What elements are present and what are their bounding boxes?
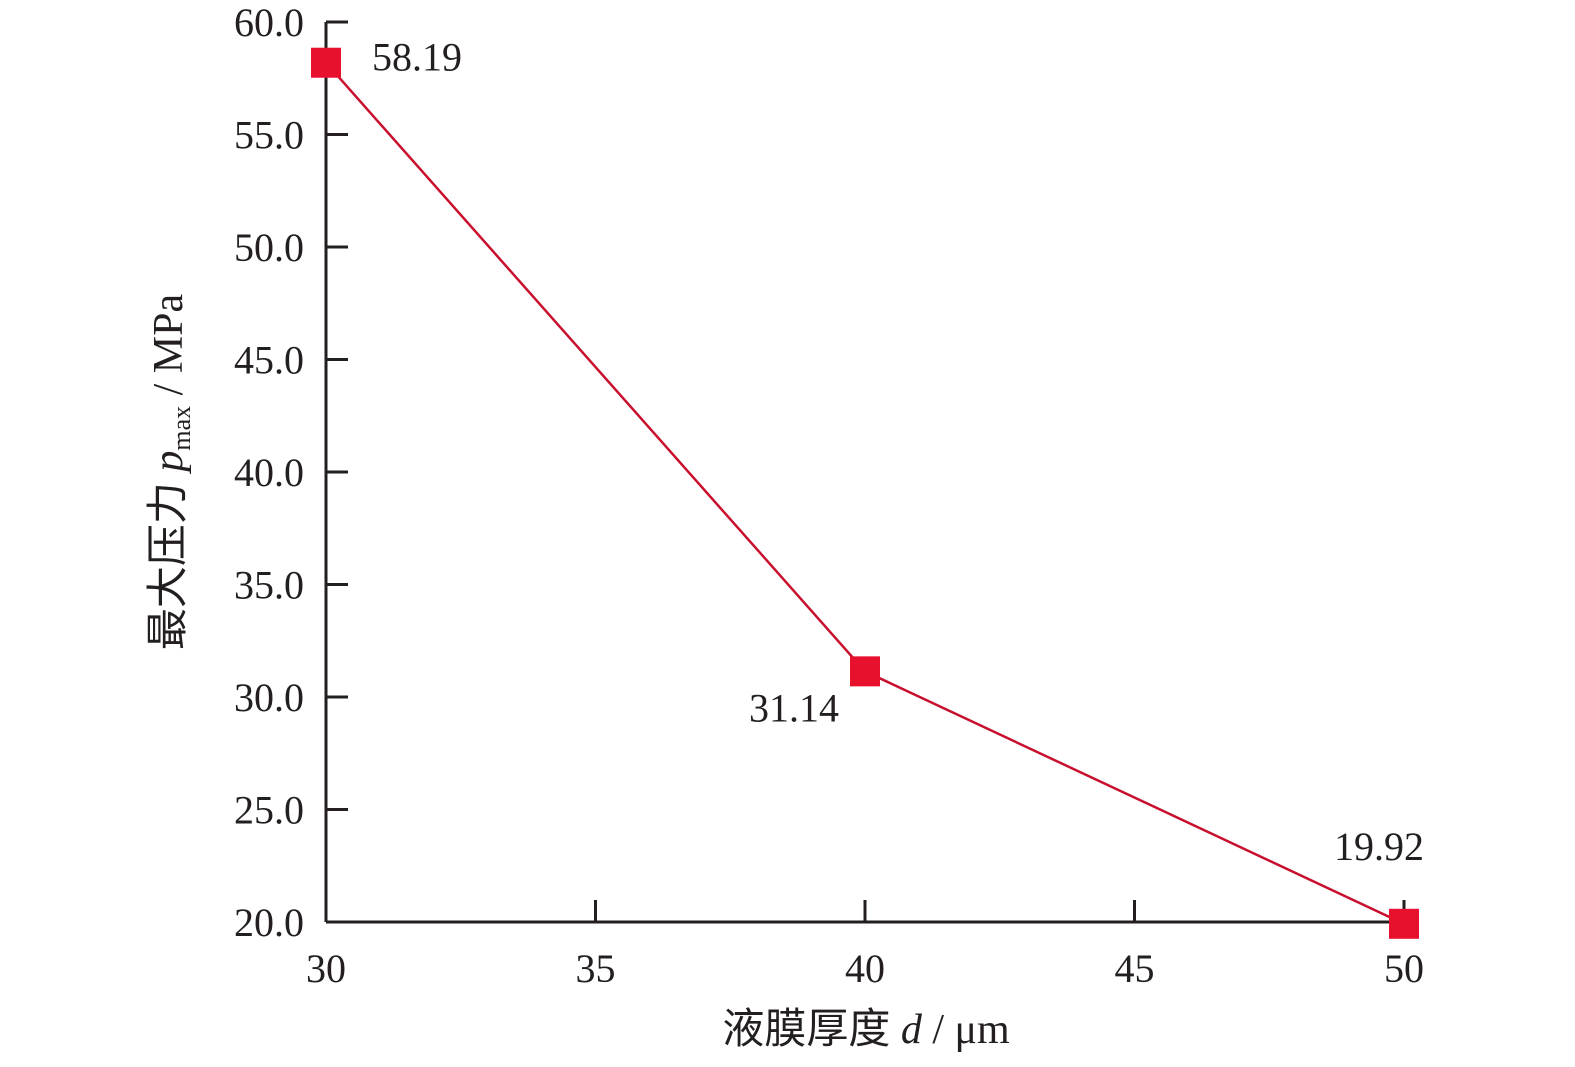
x-tick-label: 40 [845,946,885,991]
x-axis-title: 液膜厚度 d / μm [722,1007,1010,1053]
data-point-marker [850,656,880,687]
x-tick-label: 50 [1384,946,1424,991]
x-tick-label: 30 [306,946,346,991]
y-axis-title-prefix: 最大压力 [146,472,192,651]
series [311,47,1419,939]
y-tick-label: 25.0 [234,788,304,833]
data-label: 19.92 [1334,824,1424,869]
y-axis-subscript: max [167,406,196,451]
y-tick-label: 45.0 [234,338,304,383]
y-tick-label: 30.0 [234,675,304,720]
y-tick-label: 60.0 [234,0,304,45]
x-axis-unit: / μm [922,1007,1010,1053]
y-axis-unit: / MPa [146,293,192,405]
y-tick-label: 40.0 [234,450,304,495]
y-axis-symbol: p [146,451,192,475]
data-label: 31.14 [749,685,839,730]
x-axis-title-prefix: 液膜厚度 [722,1007,901,1053]
data-label: 58.19 [372,35,462,80]
y-tick-label: 50.0 [234,225,304,270]
series-line [325,61,1405,925]
y-tick-label: 35.0 [234,563,304,608]
y-tick-label: 20.0 [234,900,304,945]
x-axis-symbol: d [901,1007,923,1053]
data-labels: 58.19 31.14 19.92 [372,35,1424,869]
x-tick-label: 35 [576,946,616,991]
y-axis-title: 最大压力 pmax / MPa [146,293,196,650]
x-tick-label: 45 [1115,946,1155,991]
data-point-marker [1389,908,1419,939]
data-point-marker [311,47,341,78]
axes: 20.0 25.0 30.0 35.0 40.0 45.0 50.0 55.0 60.0 30 35… [234,0,1424,991]
y-tick-label: 55.0 [234,113,304,158]
